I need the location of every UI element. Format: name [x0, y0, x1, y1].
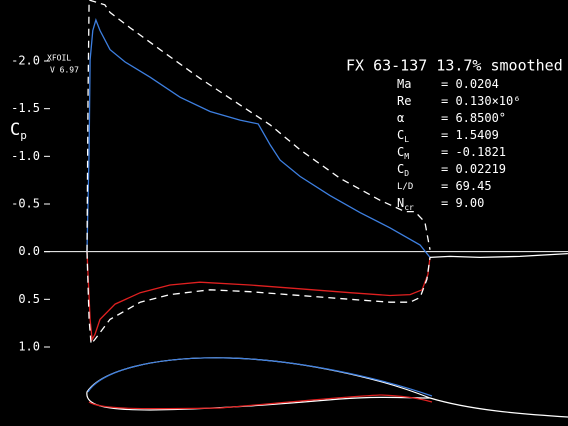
- param-symbol: C: [397, 145, 404, 159]
- y-tick-label: 0.0: [18, 244, 40, 258]
- param-symbol: L/D: [397, 182, 413, 192]
- y-tick-label: 1.0: [18, 340, 40, 354]
- param-value: = 0.130×10⁶: [441, 94, 520, 108]
- param: CM = -0.1821: [397, 145, 506, 161]
- upper-boundary-layer: [87, 357, 433, 397]
- program-label: XFOIL: [47, 54, 71, 63]
- param: CL = 1.5409: [397, 128, 499, 144]
- cp-line: [86, 17, 431, 258]
- lower-boundary-layer: [88, 394, 433, 410]
- param-symbol: C: [397, 162, 404, 176]
- param: L/D = 69.45: [397, 179, 492, 193]
- y-axis-symbol: C: [10, 120, 20, 140]
- y-tick-label: -0.5: [11, 197, 40, 211]
- param-value: = 1.5409: [441, 128, 499, 142]
- y-tick-label: -2.0: [11, 54, 40, 68]
- param-value: = 69.45: [441, 179, 492, 193]
- chart-title: FX 63-137 13.7% smoothed: [346, 57, 563, 75]
- y-tick-label: -1.0: [11, 149, 40, 163]
- param-symbol: Ma: [397, 77, 411, 91]
- param: Ma = 0.0204: [397, 77, 499, 91]
- param-sub: M: [404, 152, 409, 161]
- param-symbol: N: [397, 196, 404, 210]
- param: α = 6.8500°: [397, 111, 506, 125]
- param: CD = 0.02219: [397, 162, 506, 178]
- y-tick-label: -1.5: [11, 101, 40, 115]
- cp-line: [86, 251, 431, 342]
- y-axis-sub: p: [20, 129, 27, 142]
- y-axis-label: Cp: [10, 120, 27, 142]
- y-tick-label: 0.5: [18, 292, 40, 306]
- param-sub: D: [404, 169, 409, 178]
- cp-line: [86, 0, 431, 252]
- param-sub: cr: [404, 203, 414, 212]
- param-symbol: α: [397, 111, 404, 125]
- cp-line: [429, 252, 568, 259]
- param: Ncr = 9.00: [397, 196, 484, 212]
- param-value: = 6.8500°: [441, 111, 506, 125]
- version-label: V 6.97: [50, 66, 79, 75]
- param-value: = 0.02219: [441, 162, 506, 176]
- airfoil: [86, 357, 568, 418]
- param: Re = 0.130×10⁶: [397, 94, 520, 108]
- param-sub: L: [404, 135, 409, 144]
- param-symbol: C: [397, 128, 404, 142]
- param-value: = 0.0204: [441, 77, 499, 91]
- cp-line: [86, 251, 431, 346]
- param-value: = 9.00: [441, 196, 484, 210]
- param-value: = -0.1821: [441, 145, 506, 159]
- param-symbol: Re: [397, 94, 411, 108]
